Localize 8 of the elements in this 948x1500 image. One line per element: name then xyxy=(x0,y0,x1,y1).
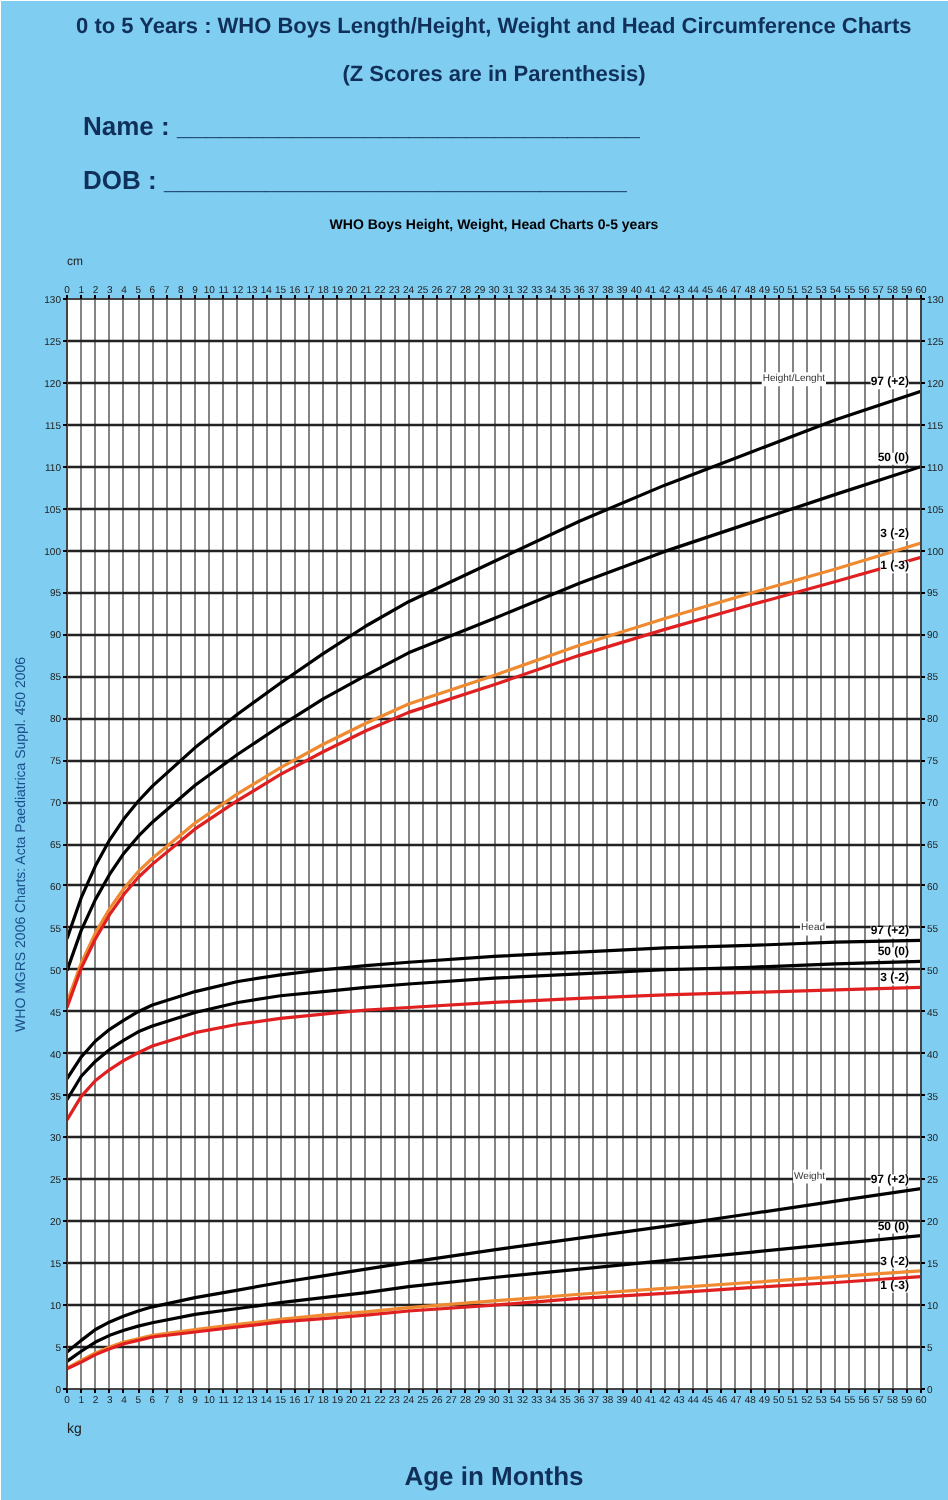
line-series xyxy=(67,938,921,1081)
chart-title: 0 to 5 Years : WHO Boys Length/Height, Weight and Head Circumference Charts xyxy=(76,15,912,39)
text: Name : ________________________________ xyxy=(83,111,642,141)
line-series xyxy=(67,985,921,1122)
line-series xyxy=(67,1233,921,1363)
x-axis-title: Age in Months xyxy=(404,1461,584,1491)
chart-subtitle: (Z Scores are in Parenthesis) xyxy=(342,63,647,87)
text: DOB : ________________________________ xyxy=(83,165,629,195)
